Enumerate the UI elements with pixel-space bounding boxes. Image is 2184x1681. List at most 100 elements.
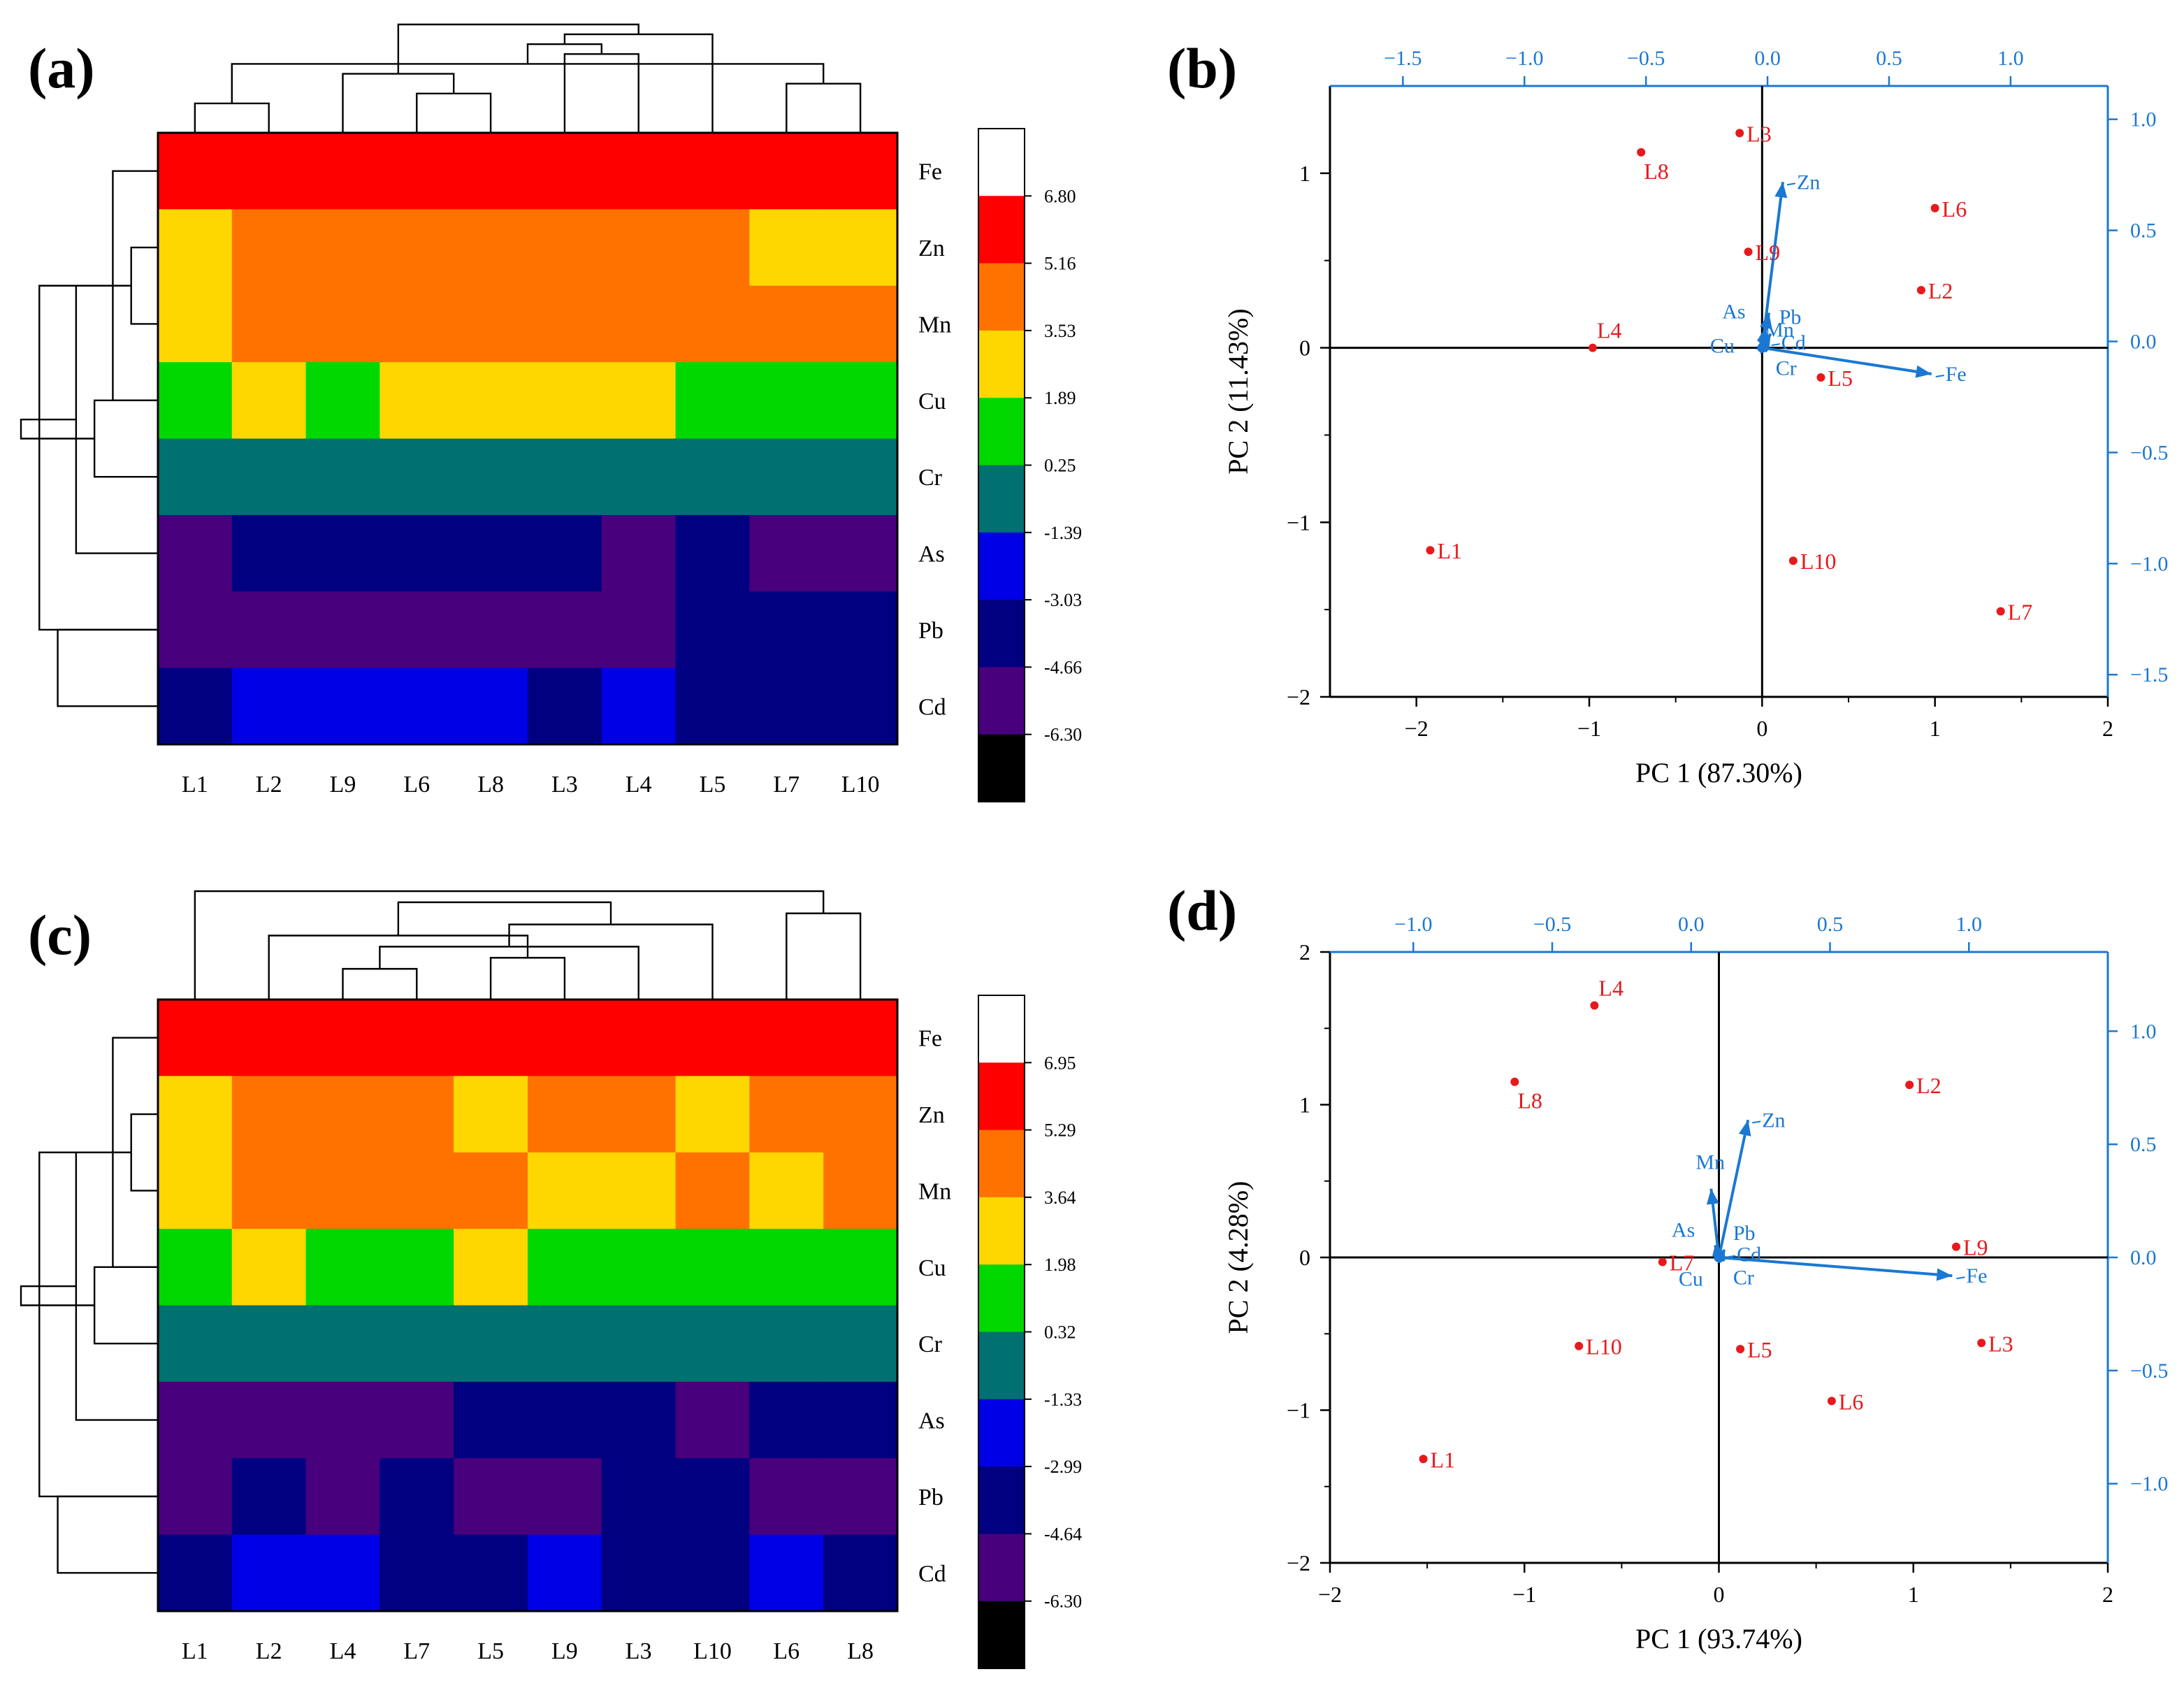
- sample-point-label-L9: L9: [1963, 1235, 1988, 1260]
- colorbar-tick-label: 6.80: [1044, 186, 1076, 206]
- colorbar-tick-label: -6.30: [1044, 1592, 1082, 1612]
- heatmap-cell: [231, 591, 307, 669]
- heatmap-cell: [379, 1381, 454, 1459]
- x-tick-label: −2: [1405, 716, 1429, 741]
- heatmap-cell: [158, 1458, 233, 1536]
- colorbar-swatch: [978, 667, 1025, 735]
- loading-label-As: As: [1722, 301, 1745, 324]
- heatmap-cell: [749, 1000, 824, 1076]
- top-tick-label: 0.5: [1876, 47, 1902, 70]
- heatmap-cell: [231, 209, 307, 287]
- column-dendrogram-link: [194, 890, 825, 1000]
- heatmap-cell: [231, 362, 307, 440]
- row-label-Zn: Zn: [918, 236, 945, 261]
- heatmap-cell: [305, 209, 380, 287]
- right-tick-label: 1.0: [2130, 108, 2157, 131]
- sample-point-L8: [1637, 147, 1646, 157]
- heatmap-cell: [305, 591, 380, 669]
- heatmap-cell: [675, 209, 750, 287]
- loading-label-Cr: Cr: [1776, 357, 1797, 380]
- colorbar-tick-label: 5.16: [1044, 254, 1076, 274]
- heatmap-cell: [454, 1152, 528, 1229]
- heatmap-cell: [749, 591, 824, 669]
- heatmap-cell: [231, 1152, 307, 1229]
- heatmap-cell: [305, 1458, 380, 1536]
- heatmap-cell: [231, 514, 307, 592]
- heatmap-cell: [305, 362, 380, 440]
- heatmap-cell: [158, 1229, 233, 1306]
- top-tick-label: 0.5: [1817, 913, 1844, 936]
- row-label-Mn: Mn: [918, 1178, 951, 1204]
- column-label-L5: L5: [700, 772, 726, 798]
- heatmap-cell: [305, 668, 380, 745]
- heatmap-cell: [528, 591, 602, 669]
- heatmap-cell: [231, 1534, 307, 1612]
- heatmap-cell: [454, 1000, 528, 1076]
- heatmap-cell: [528, 514, 602, 592]
- row-label-Cr: Cr: [918, 1332, 943, 1357]
- sample-point-L3: [1735, 129, 1744, 138]
- heatmap-cell: [823, 438, 898, 516]
- top-tick-label: 1.0: [1956, 913, 1983, 936]
- heatmap-cell: [231, 438, 307, 516]
- heatmap-cell: [823, 668, 898, 745]
- heatmap-cell: [675, 1458, 750, 1536]
- sample-point-label-L4: L4: [1597, 318, 1622, 343]
- column-dendrogram-link: [268, 935, 529, 1000]
- heatmap-cell: [379, 1076, 454, 1153]
- colorbar-tick-label: 0.32: [1044, 1322, 1076, 1343]
- row-label-Fe: Fe: [918, 159, 942, 185]
- heatmap-cell: [158, 209, 233, 287]
- sample-points: L1 L2 L3 L4 L5 L6 L7 L8 L9 L10: [1426, 121, 2032, 625]
- panel-label: (d): [1167, 879, 1237, 942]
- y-axis-title: PC 2 (11.43%): [1222, 308, 1254, 474]
- heatmap-cell: [675, 1305, 750, 1383]
- row-dendrogram-link: [93, 399, 158, 478]
- sample-point-L3: [1977, 1339, 1986, 1348]
- colorbar-tick-label: 3.53: [1044, 321, 1076, 341]
- row-label-Cu: Cu: [918, 1255, 946, 1281]
- column-dendrogram-link: [489, 957, 566, 1000]
- heatmap-cell: [675, 591, 750, 669]
- heatmap-cell: [528, 1381, 602, 1459]
- row-dendrogram-link: [57, 628, 158, 707]
- sample-point-L4: [1590, 1001, 1599, 1010]
- sample-point-L1: [1419, 1455, 1428, 1464]
- loading-vector-Fe: [1719, 1256, 1953, 1278]
- heatmap-cell: [601, 209, 677, 287]
- heatmap-cell: [158, 133, 233, 210]
- x-tick-label: −1: [1577, 716, 1601, 741]
- heatmap-cell: [528, 209, 602, 287]
- right-tick-label: −0.5: [2130, 1359, 2168, 1383]
- heatmap-cell: [528, 1229, 602, 1306]
- heatmap-cell: [305, 1229, 380, 1306]
- heatmap-cell: [749, 1305, 824, 1383]
- heatmap-cell: [158, 1381, 233, 1459]
- right-tick-label: 0.0: [2130, 330, 2157, 353]
- heatmap-cell: [675, 668, 750, 745]
- heatmap-cell: [823, 1000, 898, 1076]
- heatmap-cell: [823, 1229, 898, 1306]
- column-dendrogram-link: [342, 967, 418, 1000]
- x-tick-label: 0: [1756, 716, 1767, 741]
- heatmap-cell: [305, 285, 380, 363]
- x-tick-label: −1: [1512, 1582, 1536, 1607]
- row-dendrogram-link: [38, 1151, 158, 1498]
- x-tick-label: 1: [1930, 716, 1941, 741]
- colorbar-swatch: [978, 1062, 1025, 1131]
- heatmap-cell: [158, 1534, 233, 1612]
- heatmap-cell: [601, 1305, 677, 1383]
- column-dendrogram-link: [416, 92, 492, 133]
- heatmap-cell: [158, 362, 233, 440]
- loading-label-Cd: Cd: [1737, 1243, 1761, 1267]
- right-tick-label: −1.0: [2130, 1473, 2168, 1496]
- sample-points: L1 L2 L3 L4 L5 L6 L7 L8 L9 L10: [1419, 975, 2013, 1472]
- column-label-L1: L1: [182, 1638, 208, 1664]
- heatmap-cell: [528, 668, 602, 745]
- colorbar-tick-label: 5.29: [1044, 1120, 1076, 1141]
- x-axis-title: PC 1 (93.74%): [1635, 1623, 1802, 1654]
- column-dendrogram-link: [508, 923, 714, 1000]
- heatmap-cell: [379, 209, 454, 287]
- heatmap-cell: [231, 1305, 307, 1383]
